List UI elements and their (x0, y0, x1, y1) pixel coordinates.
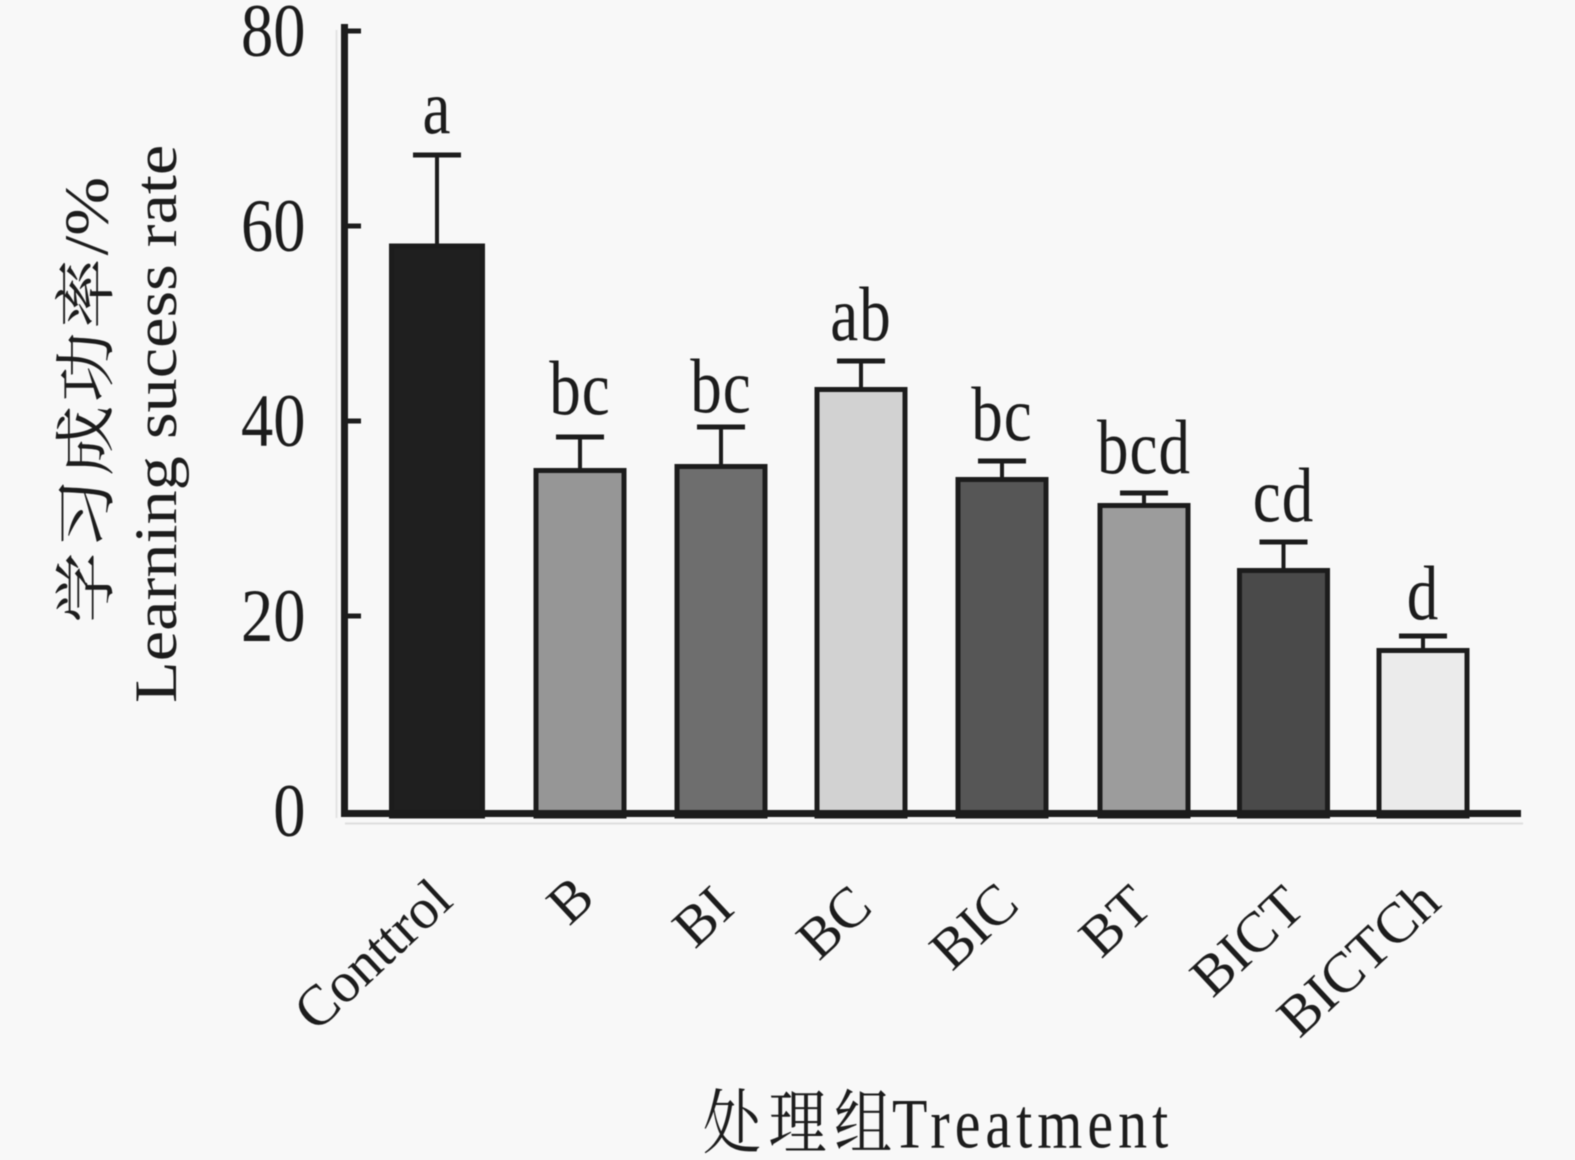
svg-text:B: B (535, 864, 606, 936)
svg-text:a: a (423, 65, 452, 150)
svg-text:ab: ab (830, 272, 891, 357)
svg-text:80: 80 (241, 0, 305, 73)
svg-text:Conttrol: Conttrol (282, 867, 464, 1043)
svg-text:BT: BT (1067, 873, 1163, 969)
svg-text:d: d (1407, 551, 1439, 636)
svg-text:BI: BI (661, 874, 746, 959)
svg-text:0: 0 (273, 769, 305, 853)
svg-text:40: 40 (241, 379, 305, 463)
svg-text:bc: bc (690, 344, 751, 429)
svg-text:20: 20 (241, 574, 305, 658)
svg-text:bc: bc (549, 346, 610, 431)
svg-text:BIC: BIC (918, 871, 1030, 982)
svg-text:cd: cd (1253, 453, 1314, 538)
svg-text:/%: /% (53, 177, 121, 256)
svg-text:Learning sucess rate: Learning sucess rate (123, 145, 189, 703)
svg-text:bc: bc (971, 372, 1032, 457)
svg-text:60: 60 (241, 184, 305, 268)
svg-text:bcd: bcd (1097, 405, 1191, 490)
svg-text:BC: BC (785, 873, 884, 971)
svg-text:Treatment: Treatment (892, 1084, 1173, 1160)
